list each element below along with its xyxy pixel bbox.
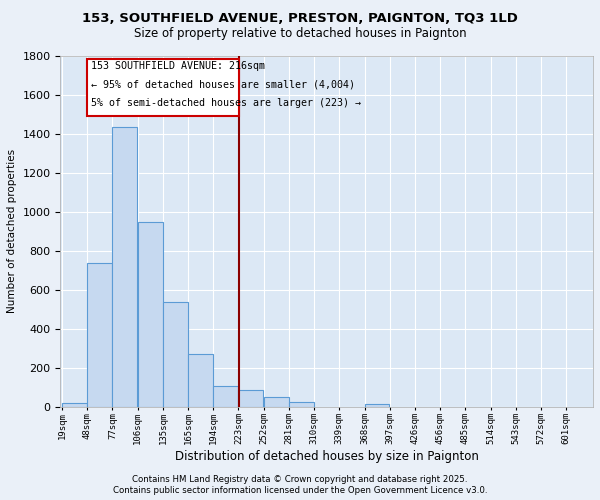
Bar <box>238 390 263 406</box>
Text: Contains HM Land Registry data © Crown copyright and database right 2025.: Contains HM Land Registry data © Crown c… <box>132 475 468 484</box>
Bar <box>137 222 163 406</box>
Y-axis label: Number of detached properties: Number of detached properties <box>7 150 17 314</box>
Bar <box>62 403 87 406</box>
Text: 153, SOUTHFIELD AVENUE, PRESTON, PAIGNTON, TQ3 1LD: 153, SOUTHFIELD AVENUE, PRESTON, PAIGNTO… <box>82 12 518 26</box>
Text: ← 95% of detached houses are smaller (4,004): ← 95% of detached houses are smaller (4,… <box>91 80 355 90</box>
Bar <box>188 354 213 406</box>
Text: Size of property relative to detached houses in Paignton: Size of property relative to detached ho… <box>134 28 466 40</box>
Bar <box>112 127 137 406</box>
Bar <box>163 302 188 406</box>
Bar <box>87 264 112 406</box>
X-axis label: Distribution of detached houses by size in Paignton: Distribution of detached houses by size … <box>175 450 479 463</box>
Bar <box>289 402 314 406</box>
Bar <box>365 404 389 406</box>
Text: 153 SOUTHFIELD AVENUE: 216sqm: 153 SOUTHFIELD AVENUE: 216sqm <box>91 61 265 71</box>
Bar <box>213 386 238 406</box>
Bar <box>263 397 289 406</box>
Text: Contains public sector information licensed under the Open Government Licence v3: Contains public sector information licen… <box>113 486 487 495</box>
FancyBboxPatch shape <box>87 59 239 116</box>
Text: 5% of semi-detached houses are larger (223) →: 5% of semi-detached houses are larger (2… <box>91 98 361 108</box>
